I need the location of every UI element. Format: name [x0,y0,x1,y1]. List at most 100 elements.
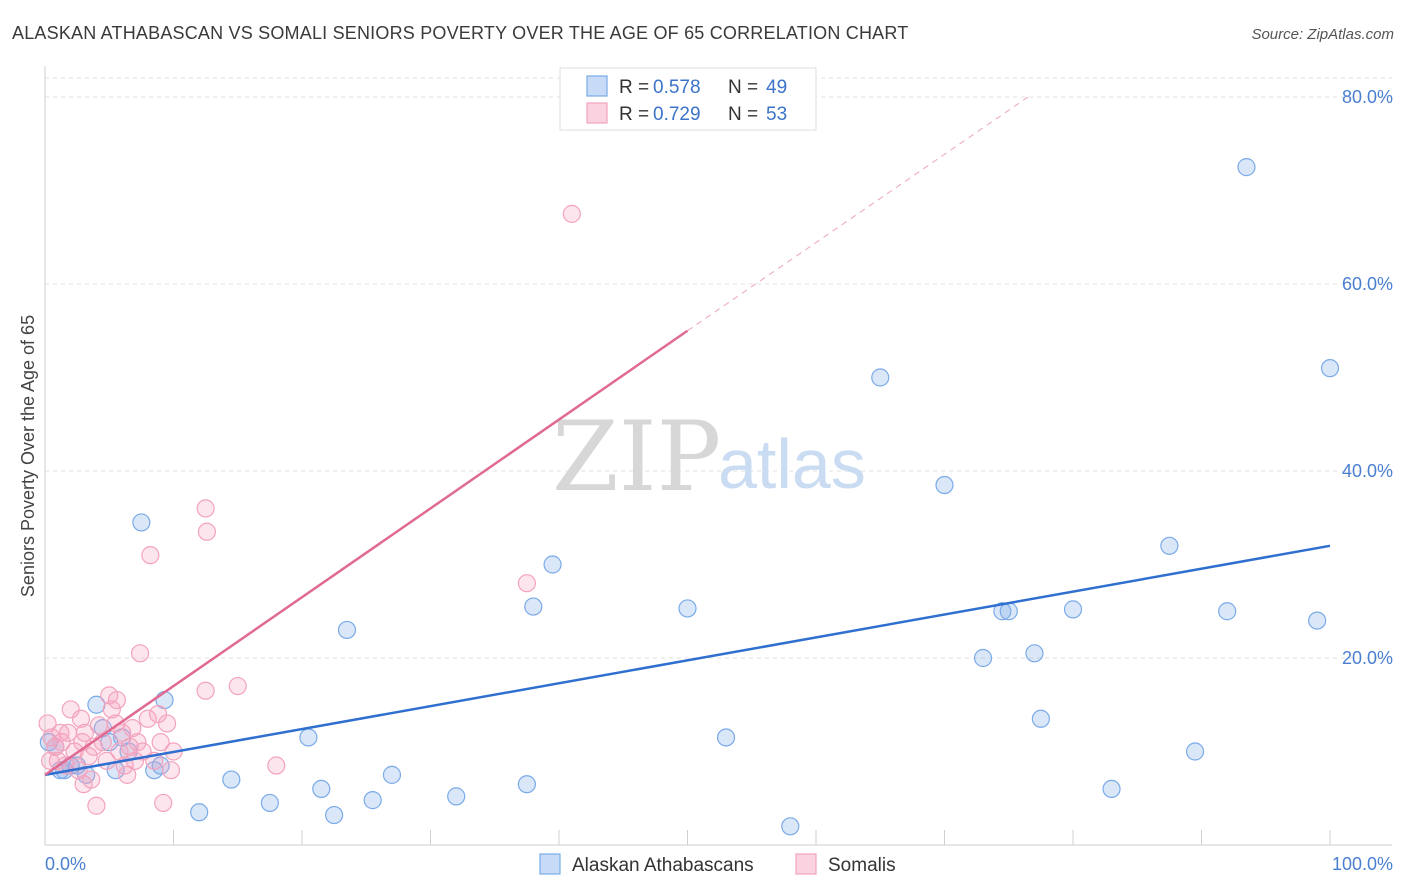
legend-r-value-athabascan: 0.578 [653,77,701,98]
somali-point-47 [71,709,91,728]
athabascan-point-32 [781,817,800,836]
y-tick-label-60: 60.0% [1342,274,1393,294]
somali-point-0 [38,714,57,733]
somali-point-15 [87,796,106,815]
athabascan-point-30 [678,599,697,618]
somali-point-29 [130,644,150,663]
watermark: ZIP atlas [552,401,866,513]
bottom-legend-swatch-somali [795,853,817,875]
somali-point-35 [151,733,170,752]
chart-title: ALASKAN ATHABASCAN VS SOMALI SENIORS POV… [12,23,908,43]
athabascan-point-22 [325,805,344,825]
watermark-zip: ZIP [552,401,721,513]
legend-n-label-1: N = [728,77,758,98]
legend-r-label-1: R = [619,77,649,98]
athabascan-point-45 [1237,158,1256,177]
athabascan-point-17 [190,803,209,822]
athabascan-point-40 [1063,600,1083,619]
somali-point-49 [123,719,142,738]
somali-point-11 [75,723,94,742]
somali-point-7 [61,700,80,719]
x-tick-label-max: 100.0% [1332,854,1393,874]
athabascan-point-13 [132,513,151,532]
legend-swatch-athabascan [586,75,608,97]
athabascan-point-23 [337,620,357,640]
bottom-legend-label-somali: Somalis [828,855,896,876]
chart-source: Source: ZipAtlas.com [1251,26,1394,43]
athabascan-point-31 [716,728,736,747]
athabascan-point-35 [973,648,993,668]
somali-point-40 [196,681,215,700]
athabascan-point-20 [299,728,318,747]
somali-point-32 [141,546,160,565]
trend-line-somali-extension [687,96,1029,332]
athabascan-point-46 [1308,611,1327,630]
somali-point-4 [52,733,71,752]
somali-point-28 [128,733,147,752]
legend-n-label-2: N = [728,104,758,125]
legend-n-value-athabascan: 49 [766,77,787,98]
athabascan-point-44 [1218,602,1237,621]
somali-point-36 [154,793,173,813]
bottom-legend-swatch-athabascan [539,853,561,875]
athabascan-point-18 [222,770,241,789]
legend-swatch-somali [586,102,608,124]
somali-point-8 [65,742,84,761]
somali-point-48 [107,690,127,710]
athabascan-point-26 [447,787,466,806]
athabascan-point-28 [524,597,543,616]
athabascan-point-27 [517,775,536,794]
somali-point-46 [51,723,70,742]
somali-point-44 [517,574,536,593]
y-tick-label-40: 40.0% [1342,461,1393,481]
legend-r-value-somali: 0.729 [653,104,701,125]
athabascan-point-34 [935,475,954,495]
somali-point-41 [197,522,217,541]
athabascan-point-47 [1320,359,1340,378]
legend-n-value-somali: 53 [766,104,787,125]
somali-point-12 [79,747,98,766]
somali-point-45 [562,204,581,223]
somali-point-31 [138,709,157,728]
bottom-legend-label-athabascan: Alaskan Athabascans [572,855,754,876]
somali-point-16 [89,716,109,735]
athabascan-point-41 [1102,779,1121,799]
somali-point-23 [112,723,132,742]
y-tick-label-20: 20.0% [1342,648,1393,668]
somali-point-20 [102,700,121,719]
trend-lines [44,96,1331,777]
watermark-atlas: atlas [718,425,866,503]
athabascan-point-42 [1160,536,1179,555]
x-tick-label-min: 0.0% [45,854,86,874]
y-tick-label-80: 80.0% [1342,87,1393,107]
athabascan-point-21 [312,779,331,799]
athabascan-point-43 [1185,742,1205,761]
x-tick-labels: 0.0% 100.0% [45,854,1393,874]
somali-point-1 [42,728,61,747]
somali-point-39 [196,499,215,518]
athabascan-point-33 [871,368,890,387]
athabascan-point-24 [363,791,382,810]
y-axis-label: Seniors Poverty Over the Age of 65 [18,315,38,597]
somali-point-22 [110,742,129,761]
legend-top: R = 0.578 N = 49 R = 0.729 N = 53 [559,67,817,131]
athabascan-point-38 [1025,644,1044,663]
somali-point-52 [41,751,60,770]
athabascan-point-25 [382,765,402,784]
legend-r-label-2: R = [619,104,649,125]
trend-line-athabascan [44,544,1331,777]
athabascan-point-29 [543,555,562,574]
somali-point-43 [267,756,286,775]
athabascan-point-39 [1031,709,1050,728]
athabascan-point-19 [260,793,279,813]
somali-point-50 [74,775,93,794]
athabascan-point-36 [993,602,1012,621]
somali-point-42 [228,676,247,696]
legend-bottom: Alaskan Athabascans Somalis [539,853,896,876]
somali-point-51 [161,761,181,780]
somali-point-37 [157,714,177,733]
trend-line-somali [44,329,689,776]
y-tick-labels: 20.0% 40.0% 60.0% 80.0% [1342,87,1393,668]
somali-point-25 [118,765,137,784]
